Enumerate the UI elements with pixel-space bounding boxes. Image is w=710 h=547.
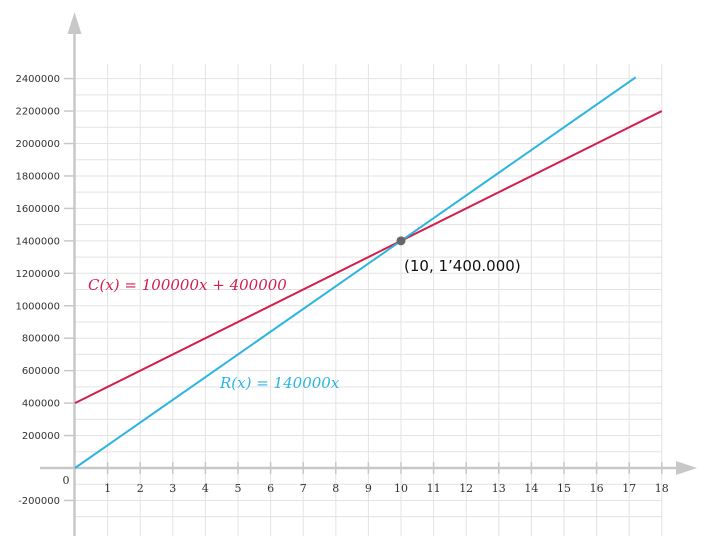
revenue-line: [74, 76, 637, 469]
x-axis-arrow-icon: [676, 461, 697, 475]
y-tick-label: 2200000: [15, 107, 60, 118]
grid: [75, 64, 663, 536]
x-tick-label: 4: [202, 482, 209, 495]
y-tick-label: 1400000: [15, 236, 60, 247]
y-tick-label: 400000: [22, 399, 60, 410]
origin-label: 0: [63, 474, 70, 487]
x-tick-label: 7: [300, 482, 307, 495]
x-tick-label: 10: [394, 482, 408, 495]
x-tick-label: 15: [557, 482, 571, 495]
y-tick-label: 1000000: [15, 301, 60, 312]
x-tick-label: 11: [427, 482, 441, 495]
x-tick-label: 5: [235, 482, 242, 495]
y-tick-label: 1800000: [15, 171, 60, 182]
x-tick-label: 12: [459, 482, 473, 495]
x-tick-label: 9: [365, 482, 372, 495]
series-label-cost: C(x) = 100000x + 400000: [88, 276, 287, 294]
y-tick-label: 2000000: [15, 139, 60, 150]
intersection-point: [396, 236, 406, 246]
y-tick-label: 600000: [22, 366, 60, 377]
x-tick-label: 3: [169, 482, 176, 495]
x-tick-label: 8: [332, 482, 339, 495]
series-lines: [74, 76, 663, 469]
y-tick-label: 2400000: [15, 74, 60, 85]
y-axis-arrow-icon: [67, 12, 82, 34]
intersection-label: (10, 1’400.000): [404, 257, 521, 275]
axes: [40, 12, 697, 536]
x-tick-label: 14: [524, 482, 538, 495]
y-tick-label: 200000: [22, 431, 60, 442]
x-tick-label: 16: [590, 482, 604, 495]
y-tick-label: 1600000: [15, 204, 60, 215]
x-tick-label: 13: [492, 482, 506, 495]
series-label-revenue: R(x) = 140000x: [219, 374, 340, 392]
y-tick-label: 800000: [22, 334, 60, 345]
y-tick-label: -200000: [18, 496, 60, 507]
cost-line: [74, 110, 663, 404]
x-tick-label: 1: [104, 482, 111, 495]
x-tick-label: 2: [137, 482, 144, 495]
x-tick-label: 17: [622, 482, 636, 495]
tick-labels: -200000200000400000600000800000100000012…: [15, 74, 668, 507]
x-tick-label: 18: [655, 482, 669, 495]
y-tick-label: 1200000: [15, 269, 60, 280]
x-tick-label: 6: [267, 482, 274, 495]
